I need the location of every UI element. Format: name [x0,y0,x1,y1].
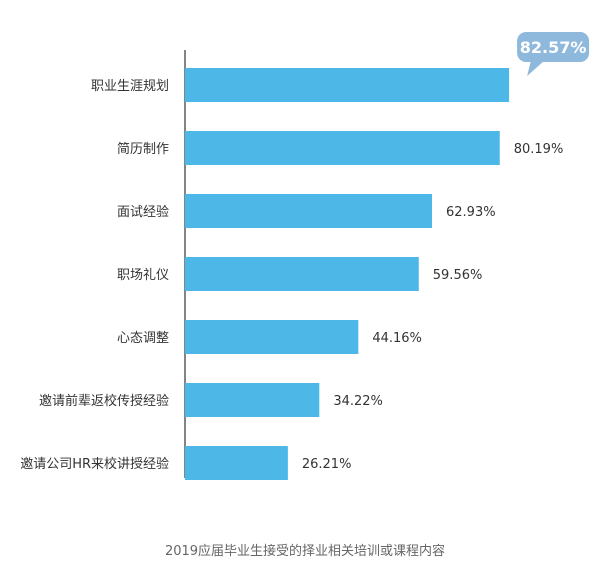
bar-5 [185,383,320,417]
category-label-0: 职业生涯规划 [91,79,169,94]
callout-tail [527,60,546,76]
value-label-6: 26.21% [302,457,352,472]
category-label-6: 邀请公司HR来校讲授经验 [20,456,169,472]
bar-0 [185,68,510,102]
category-label-1: 简历制作 [117,141,169,157]
category-label-2: 面试经验 [117,204,169,220]
chart-caption: 2019应届毕业生接受的择业相关培训或课程内容 [165,543,445,559]
bar-4 [185,320,359,354]
value-callout: 82.57% [517,32,590,76]
category-label-5: 邀请前辈返校传授经验 [39,393,169,409]
value-label-5: 34.22% [333,394,383,409]
callout-bubble [517,32,590,62]
category-label-4: 心态调整 [117,331,169,346]
bar-6 [185,446,288,480]
value-label-0: 82.57% [520,38,587,57]
value-label-1: 80.19% [514,142,564,157]
value-label-4: 44.16% [372,331,422,346]
bar-3 [185,257,419,291]
value-label-2: 62.93% [446,205,496,220]
bar-1 [185,131,500,165]
bar-2 [185,194,433,228]
value-label-3: 59.56% [433,268,483,283]
category-label-3: 职场礼仪 [117,267,169,283]
